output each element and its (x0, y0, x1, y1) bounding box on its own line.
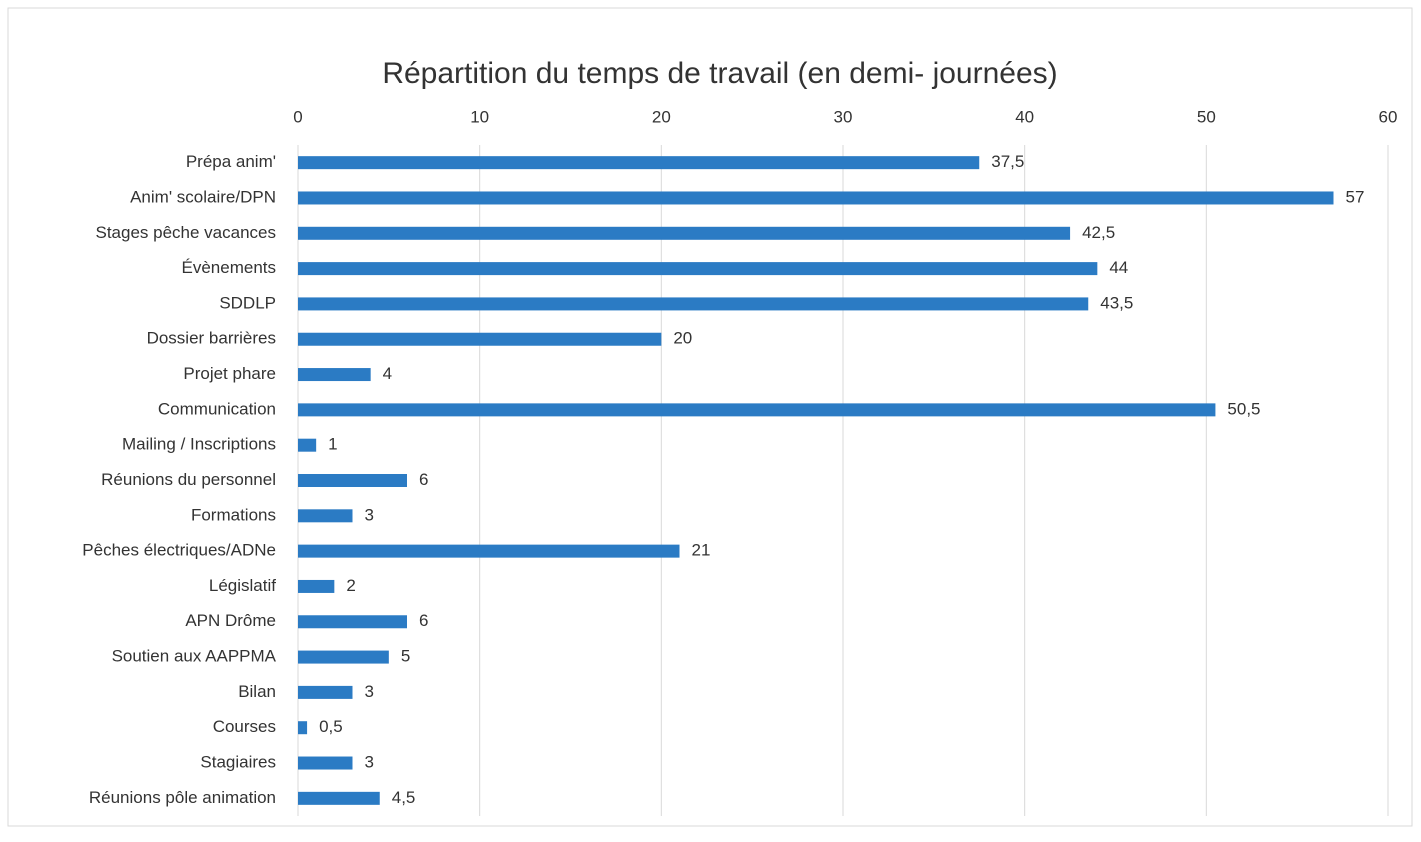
data-label: 57 (1346, 187, 1365, 206)
data-label: 6 (419, 611, 428, 630)
y-tick-label: Projet phare (183, 364, 276, 383)
y-tick-label: Prépa anim' (186, 152, 276, 171)
y-tick-label: Soutien aux AAPPMA (112, 647, 277, 666)
bar (298, 368, 371, 382)
data-label: 37,5 (991, 152, 1024, 171)
data-label: 6 (419, 470, 428, 489)
y-tick-label: Législatif (209, 576, 276, 595)
bar (298, 438, 317, 452)
x-tick-label: 30 (834, 107, 853, 126)
y-tick-label: Mailing / Inscriptions (122, 435, 276, 454)
bar (298, 615, 407, 629)
chart-title: Répartition du temps de travail (en demi… (382, 57, 1057, 90)
data-label: 4 (383, 364, 392, 383)
x-tick-label: 10 (470, 107, 489, 126)
bar (298, 297, 1089, 311)
bar (298, 403, 1216, 417)
data-label: 0,5 (319, 717, 343, 736)
y-tick-label: SDDLP (219, 293, 276, 312)
y-tick-label: Pêches électriques/ADNe (82, 541, 276, 560)
data-label: 44 (1109, 258, 1128, 277)
data-label: 21 (692, 541, 711, 560)
y-tick-label: Réunions pôle animation (89, 788, 276, 807)
data-label: 50,5 (1227, 399, 1260, 418)
bar (298, 791, 380, 805)
bar (298, 226, 1071, 240)
x-tick-label: 0 (293, 107, 302, 126)
bar (298, 509, 353, 523)
x-tick-label: 60 (1379, 107, 1398, 126)
data-label: 42,5 (1082, 223, 1115, 242)
x-tick-label: 20 (652, 107, 671, 126)
bar (298, 579, 335, 593)
bar (298, 332, 662, 346)
bar (298, 191, 1334, 205)
y-tick-label: Dossier barrières (147, 329, 276, 348)
y-tick-label: Courses (213, 717, 276, 736)
bar (298, 721, 308, 735)
bar (298, 756, 353, 770)
data-label: 3 (365, 682, 374, 701)
bar (298, 156, 980, 170)
data-label: 4,5 (392, 788, 416, 807)
y-tick-label: APN Drôme (185, 611, 276, 630)
bar (298, 262, 1098, 276)
data-label: 3 (365, 505, 374, 524)
y-tick-label: Évènements (182, 258, 277, 277)
data-label: 1 (328, 435, 337, 454)
bar (298, 650, 389, 664)
bar (298, 685, 353, 699)
y-tick-label: Stages pêche vacances (95, 223, 276, 242)
y-tick-label: Communication (158, 399, 276, 418)
chart-border (7, 7, 1413, 827)
y-tick-label: Bilan (238, 682, 276, 701)
data-label: 5 (401, 647, 410, 666)
data-label: 43,5 (1100, 293, 1133, 312)
data-label: 20 (673, 329, 692, 348)
y-tick-label: Formations (191, 505, 276, 524)
data-label: 3 (365, 753, 374, 772)
bar (298, 474, 407, 487)
x-tick-label: 40 (1015, 107, 1034, 126)
y-tick-label: Réunions du personnel (101, 470, 276, 489)
bar (298, 544, 680, 558)
x-tick-label: 50 (1197, 107, 1216, 126)
y-tick-label: Stagiaires (200, 753, 276, 772)
y-tick-label: Anim' scolaire/DPN (130, 187, 276, 206)
data-label: 2 (346, 576, 355, 595)
